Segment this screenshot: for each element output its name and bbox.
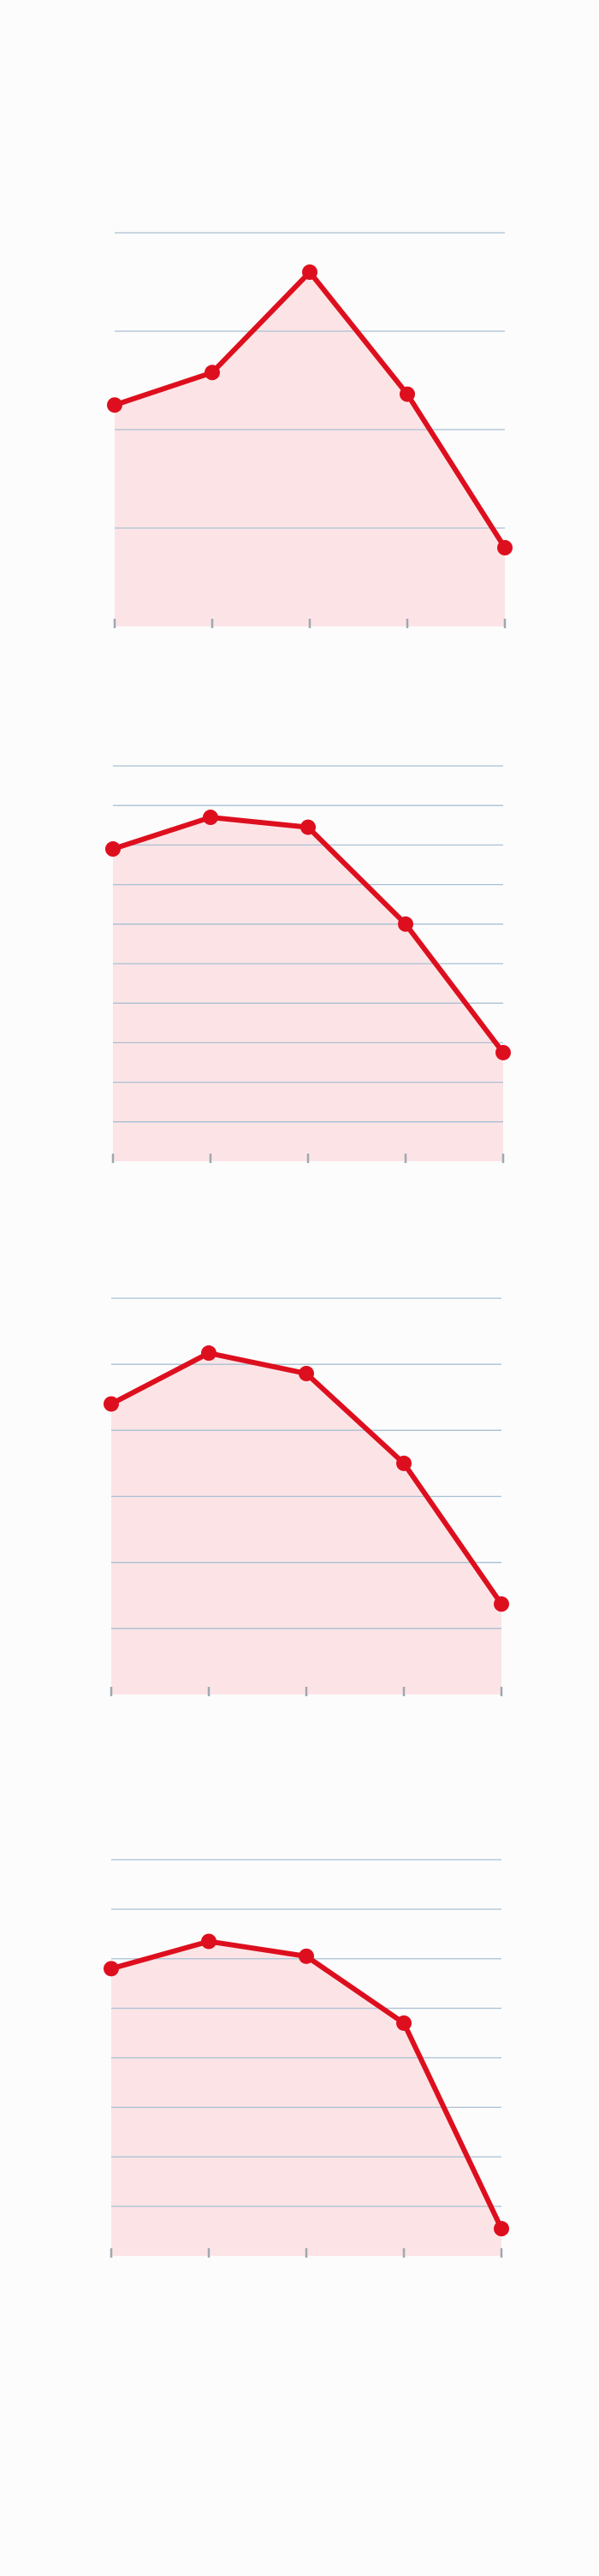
data-point — [299, 1365, 314, 1381]
chart-4 — [104, 1859, 509, 2258]
data-point — [400, 386, 415, 402]
data-point — [396, 1455, 412, 1471]
data-point — [104, 1961, 119, 1977]
area-fill — [111, 1353, 501, 1695]
data-point — [299, 1948, 314, 1964]
area-fill — [113, 817, 503, 1161]
data-point — [398, 916, 413, 932]
data-point — [105, 841, 121, 858]
chart-1 — [107, 232, 513, 628]
data-point — [203, 810, 218, 826]
data-point — [495, 1044, 511, 1060]
data-point — [300, 819, 316, 835]
area-fill — [111, 1941, 501, 2256]
data-point — [201, 1933, 216, 1950]
data-point — [302, 264, 317, 280]
chart-3 — [104, 1297, 509, 1696]
data-point — [107, 397, 122, 413]
data-point — [497, 540, 513, 555]
data-point — [205, 365, 220, 381]
data-point — [104, 1396, 119, 1412]
area-fill — [115, 272, 505, 626]
data-point — [494, 2221, 509, 2237]
chart-2 — [105, 765, 511, 1163]
data-point — [201, 1345, 216, 1362]
data-point — [494, 1596, 509, 1612]
data-point — [396, 2015, 412, 2031]
